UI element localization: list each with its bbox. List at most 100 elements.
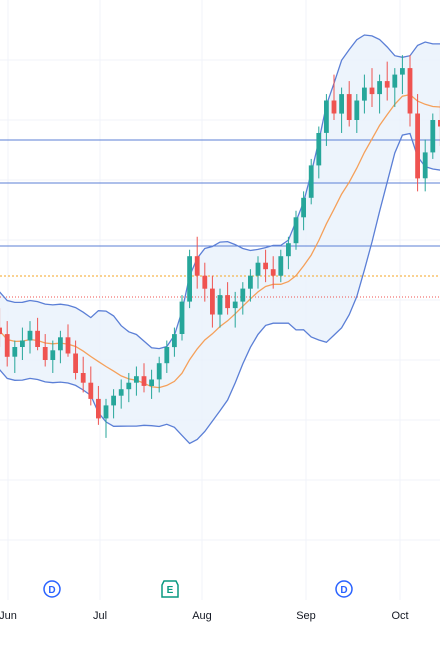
candle	[149, 369, 154, 399]
candle-body	[286, 243, 291, 257]
horizontal-level-lines	[0, 139, 440, 298]
candle	[35, 317, 40, 351]
candle-body	[415, 113, 420, 179]
candle-body	[50, 350, 56, 360]
candle	[58, 330, 63, 364]
candle-body	[301, 197, 306, 218]
candle-body	[88, 382, 94, 399]
marker-badge	[161, 580, 179, 598]
candle	[308, 158, 314, 205]
candle	[42, 334, 48, 367]
candle	[384, 61, 390, 101]
x-tick-label: Sep	[296, 610, 316, 622]
bollinger-lower-band	[0, 132, 440, 445]
candle	[164, 340, 170, 373]
dividend-marker: D	[335, 580, 353, 598]
candle	[286, 236, 291, 270]
candle-body	[232, 301, 238, 309]
candle-body	[172, 334, 177, 348]
marker-letter: E	[167, 585, 174, 596]
candle	[422, 139, 428, 192]
candle-body	[430, 120, 436, 153]
candle-body	[80, 373, 86, 383]
candle	[331, 74, 337, 120]
candle	[194, 236, 200, 289]
candle-body	[111, 395, 116, 406]
candle	[50, 340, 56, 373]
candle-body	[263, 262, 268, 270]
candle-body	[156, 363, 162, 380]
candle-body	[134, 376, 139, 383]
candle-body	[35, 330, 40, 347]
candle-body	[126, 382, 132, 390]
x-tick-label: Aug	[192, 610, 212, 622]
candle	[362, 74, 367, 114]
candle-body	[58, 337, 63, 351]
candle	[73, 340, 78, 380]
candle	[248, 269, 253, 302]
candle-body	[248, 275, 253, 289]
candle-body	[96, 398, 101, 419]
candle	[210, 275, 215, 328]
candle-body	[255, 262, 261, 276]
candle-body	[400, 68, 405, 75]
candle	[65, 324, 71, 357]
candle	[354, 94, 360, 133]
candle-body	[392, 74, 398, 88]
candle	[430, 113, 436, 159]
candle-body	[210, 288, 215, 315]
candle	[12, 340, 18, 373]
candle	[346, 81, 352, 127]
candle	[156, 356, 162, 393]
candle-body	[270, 269, 276, 276]
x-tick-label: Jul	[93, 610, 107, 622]
candle	[240, 282, 246, 315]
candle	[4, 321, 10, 367]
candle	[141, 363, 147, 393]
candle	[263, 249, 268, 283]
candle-body	[4, 334, 10, 357]
candle	[324, 94, 329, 146]
candle-body	[187, 256, 192, 302]
marker-letter: D	[340, 585, 347, 596]
candle-body	[422, 152, 428, 179]
candle-body	[194, 256, 200, 276]
candle-body	[331, 100, 337, 114]
candle-body	[308, 165, 314, 198]
candle	[202, 262, 208, 302]
candle	[88, 366, 94, 406]
candle-body	[278, 256, 284, 276]
candles	[0, 55, 440, 438]
candle	[339, 87, 344, 133]
candle-body	[12, 347, 18, 357]
candle-body	[384, 81, 390, 88]
bollinger-band-fill	[0, 35, 440, 444]
candle-body	[240, 288, 246, 302]
candle	[369, 68, 375, 108]
candle	[217, 288, 223, 328]
candle	[293, 210, 299, 250]
candle	[400, 55, 405, 95]
candle-body	[73, 353, 78, 373]
candle-body	[27, 330, 33, 341]
candle-body	[179, 301, 185, 334]
candle-body	[369, 87, 375, 95]
x-axis: Jun Jul Aug Sep Oct	[0, 610, 409, 622]
candle-body	[354, 100, 360, 120]
candle	[20, 327, 25, 360]
candle-body	[293, 217, 299, 244]
candle-body	[65, 337, 71, 354]
candle-body	[339, 94, 344, 114]
candle-body	[438, 120, 440, 127]
candle-body	[316, 133, 322, 166]
candle	[392, 68, 398, 108]
candle	[232, 291, 238, 328]
candle-body	[20, 340, 25, 347]
candle-body	[141, 376, 147, 386]
candle-body	[103, 405, 109, 419]
dividend-marker: D	[43, 580, 61, 598]
candle-body	[118, 389, 124, 396]
marker-badge	[43, 580, 61, 598]
